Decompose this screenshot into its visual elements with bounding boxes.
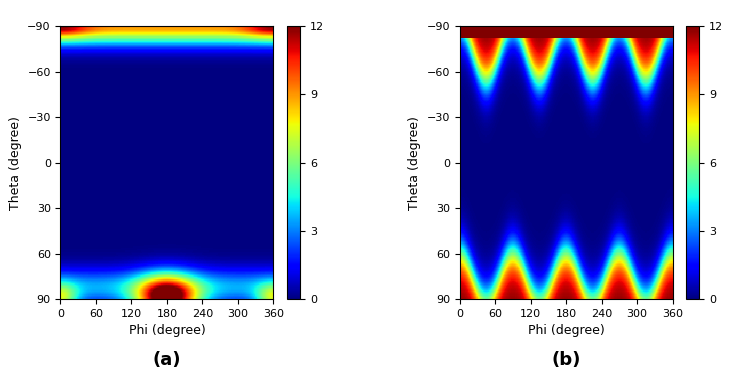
- X-axis label: Phi (degree): Phi (degree): [528, 325, 605, 337]
- X-axis label: Phi (degree): Phi (degree): [129, 325, 206, 337]
- Y-axis label: Theta (degree): Theta (degree): [9, 116, 22, 210]
- Y-axis label: Theta (degree): Theta (degree): [408, 116, 421, 210]
- Text: (b): (b): [551, 351, 581, 369]
- Text: (a): (a): [153, 351, 181, 369]
